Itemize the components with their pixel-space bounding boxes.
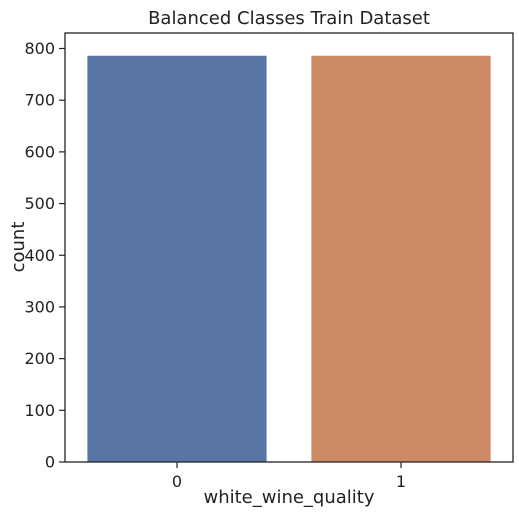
y-tick-label: 800: [24, 39, 55, 58]
plot-frame: [64, 32, 514, 463]
x-axis-label: white_wine_quality: [203, 487, 374, 508]
x-tick-label: 1: [396, 472, 406, 491]
y-tick-label: 0: [45, 453, 55, 472]
x-tick-label: 0: [172, 472, 182, 491]
plot-area: 0 100 200 300 400 500 600 700 800 0 1: [24, 32, 514, 491]
y-axis-label: count: [8, 222, 29, 273]
y-tick-label: 200: [24, 349, 55, 368]
bar-1: [311, 55, 491, 463]
y-tick-label: 100: [24, 401, 55, 420]
y-tick-label: 400: [24, 246, 55, 265]
chart-title: Balanced Classes Train Dataset: [148, 8, 430, 29]
y-tick-label: 500: [24, 194, 55, 213]
bar-0: [87, 55, 267, 463]
y-tick-label: 600: [24, 142, 55, 161]
y-tick-label: 700: [24, 91, 55, 110]
y-tick-label: 300: [24, 297, 55, 316]
